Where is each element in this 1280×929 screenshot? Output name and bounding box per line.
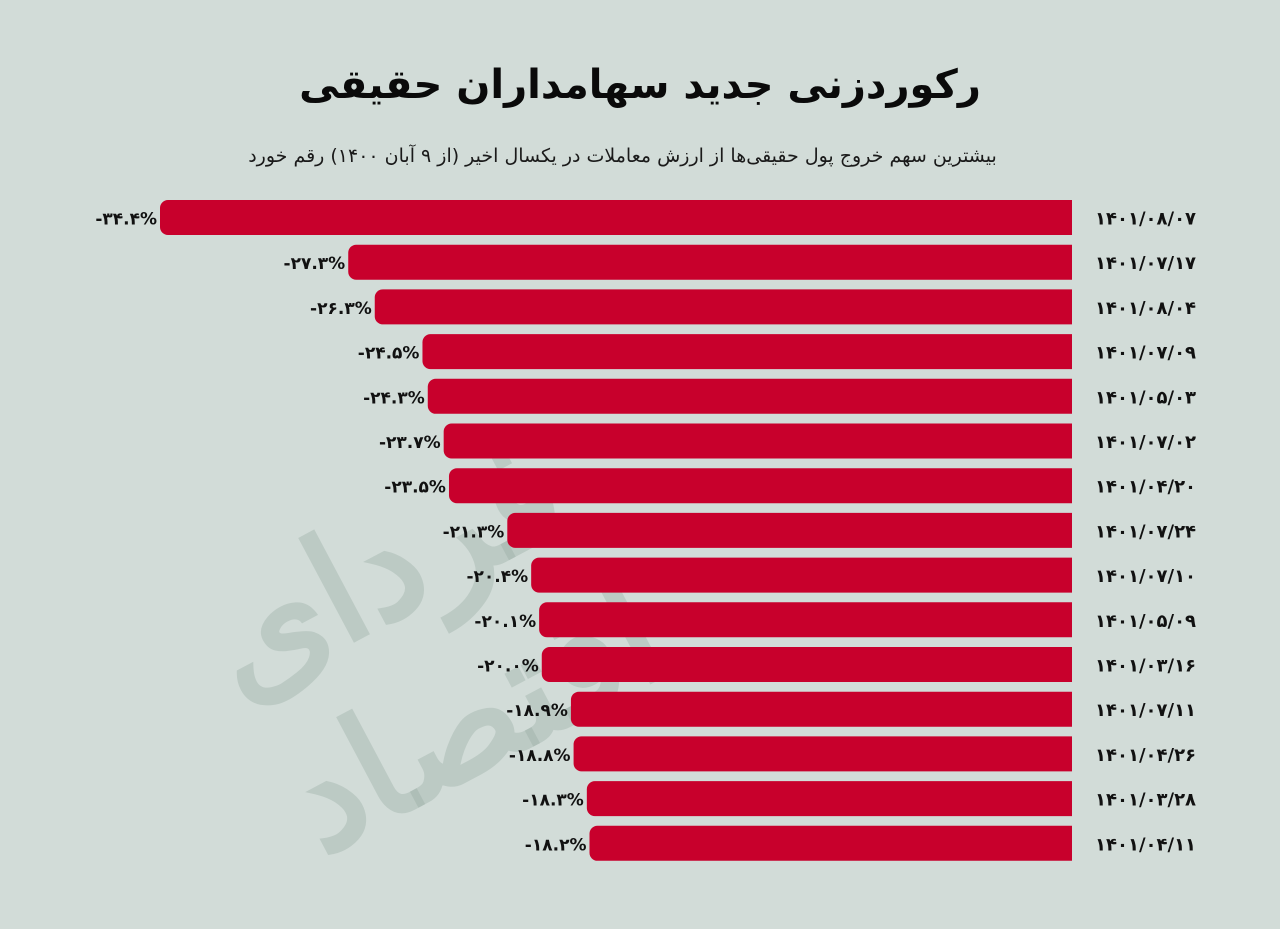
bar-5 — [427, 378, 1080, 414]
bar-end-cover — [1072, 288, 1084, 326]
category-label: ۱۴۰۱/۰۷/۱۷ — [1095, 253, 1196, 274]
value-label: -۲۳.۵% — [384, 478, 446, 498]
value-label: -۳۴.۴% — [95, 210, 157, 230]
bar-end-cover — [1072, 199, 1084, 236]
category-label: ۱۴۰۱/۰۷/۱۰ — [1095, 566, 1196, 587]
category-label: ۱۴۰۱/۰۸/۰۷ — [1095, 209, 1196, 230]
bar-13 — [573, 736, 1080, 772]
bar-7 — [448, 468, 1080, 504]
bar-1 — [160, 200, 1080, 235]
bar-end-cover — [1072, 601, 1084, 639]
value-label: -۱۸.۸% — [509, 746, 571, 766]
bar-9 — [531, 557, 1080, 593]
category-label: ۱۴۰۱/۰۷/۲۴ — [1095, 521, 1196, 542]
bar-4 — [422, 334, 1081, 370]
bar-end-cover — [1072, 377, 1084, 415]
category-label: ۱۴۰۱/۰۴/۲۰ — [1095, 477, 1196, 498]
category-label: ۱۴۰۱/۰۴/۲۶ — [1095, 745, 1196, 766]
bar-15 — [589, 825, 1080, 861]
category-label: ۱۴۰۱/۰۵/۰۳ — [1095, 387, 1196, 408]
category-label: ۱۴۰۱/۰۳/۱۶ — [1095, 656, 1196, 677]
bar-end-cover — [1072, 780, 1084, 818]
bar-end-cover — [1072, 422, 1084, 460]
bar-end-cover — [1072, 646, 1084, 683]
category-label: ۱۴۰۱/۰۸/۰۴ — [1095, 298, 1196, 319]
bar-end-cover — [1072, 735, 1084, 773]
bar-6 — [443, 423, 1080, 459]
value-label: -۲۷.۳% — [284, 254, 346, 274]
bar-end-cover — [1072, 556, 1084, 594]
bar-end-cover — [1072, 333, 1084, 371]
bar-end-cover — [1072, 511, 1084, 549]
value-label: -۲۴.۳% — [363, 388, 425, 408]
chart-title: رکوردزنی جدید سهامداران حقیقی — [299, 62, 981, 108]
bar-8 — [507, 512, 1080, 548]
category-label: ۱۴۰۱/۰۴/۱۱ — [1095, 834, 1196, 855]
value-label: -۲۶.۳% — [310, 299, 372, 319]
category-label: ۱۴۰۱/۰۵/۰۹ — [1095, 611, 1196, 632]
category-label: ۱۴۰۱/۰۷/۰۲ — [1095, 432, 1196, 453]
value-label: -۲۱.۳% — [443, 522, 505, 542]
bar-2 — [348, 244, 1080, 280]
bar-end-cover — [1072, 690, 1084, 728]
value-label: -۱۸.۹% — [506, 701, 568, 721]
value-label: -۱۸.۲% — [525, 835, 587, 855]
value-label: -۱۸.۳% — [522, 791, 584, 811]
bar-end-cover — [1072, 243, 1084, 281]
value-label: -۲۰.۴% — [466, 567, 528, 587]
bar-12 — [570, 691, 1080, 727]
bar-10 — [539, 602, 1080, 638]
category-label: ۱۴۰۱/۰۳/۲۸ — [1095, 790, 1196, 811]
value-label: -۲۰.۱% — [474, 612, 536, 632]
bar-end-cover — [1072, 467, 1084, 505]
category-label: ۱۴۰۱/۰۷/۱۱ — [1095, 700, 1196, 721]
chart-subtitle: بیشترین سهم خروج پول حقیقی‌ها از ارزش مع… — [248, 145, 997, 167]
value-label: -۲۴.۵% — [358, 344, 420, 364]
bar-end-cover — [1072, 824, 1084, 862]
value-label: -۲۳.۷% — [379, 433, 441, 453]
category-label: ۱۴۰۱/۰۷/۰۹ — [1095, 343, 1196, 364]
bar-3 — [374, 289, 1081, 325]
bar-14 — [586, 781, 1080, 817]
value-label: -۲۰.۰% — [477, 657, 539, 677]
bar-11 — [541, 647, 1080, 682]
